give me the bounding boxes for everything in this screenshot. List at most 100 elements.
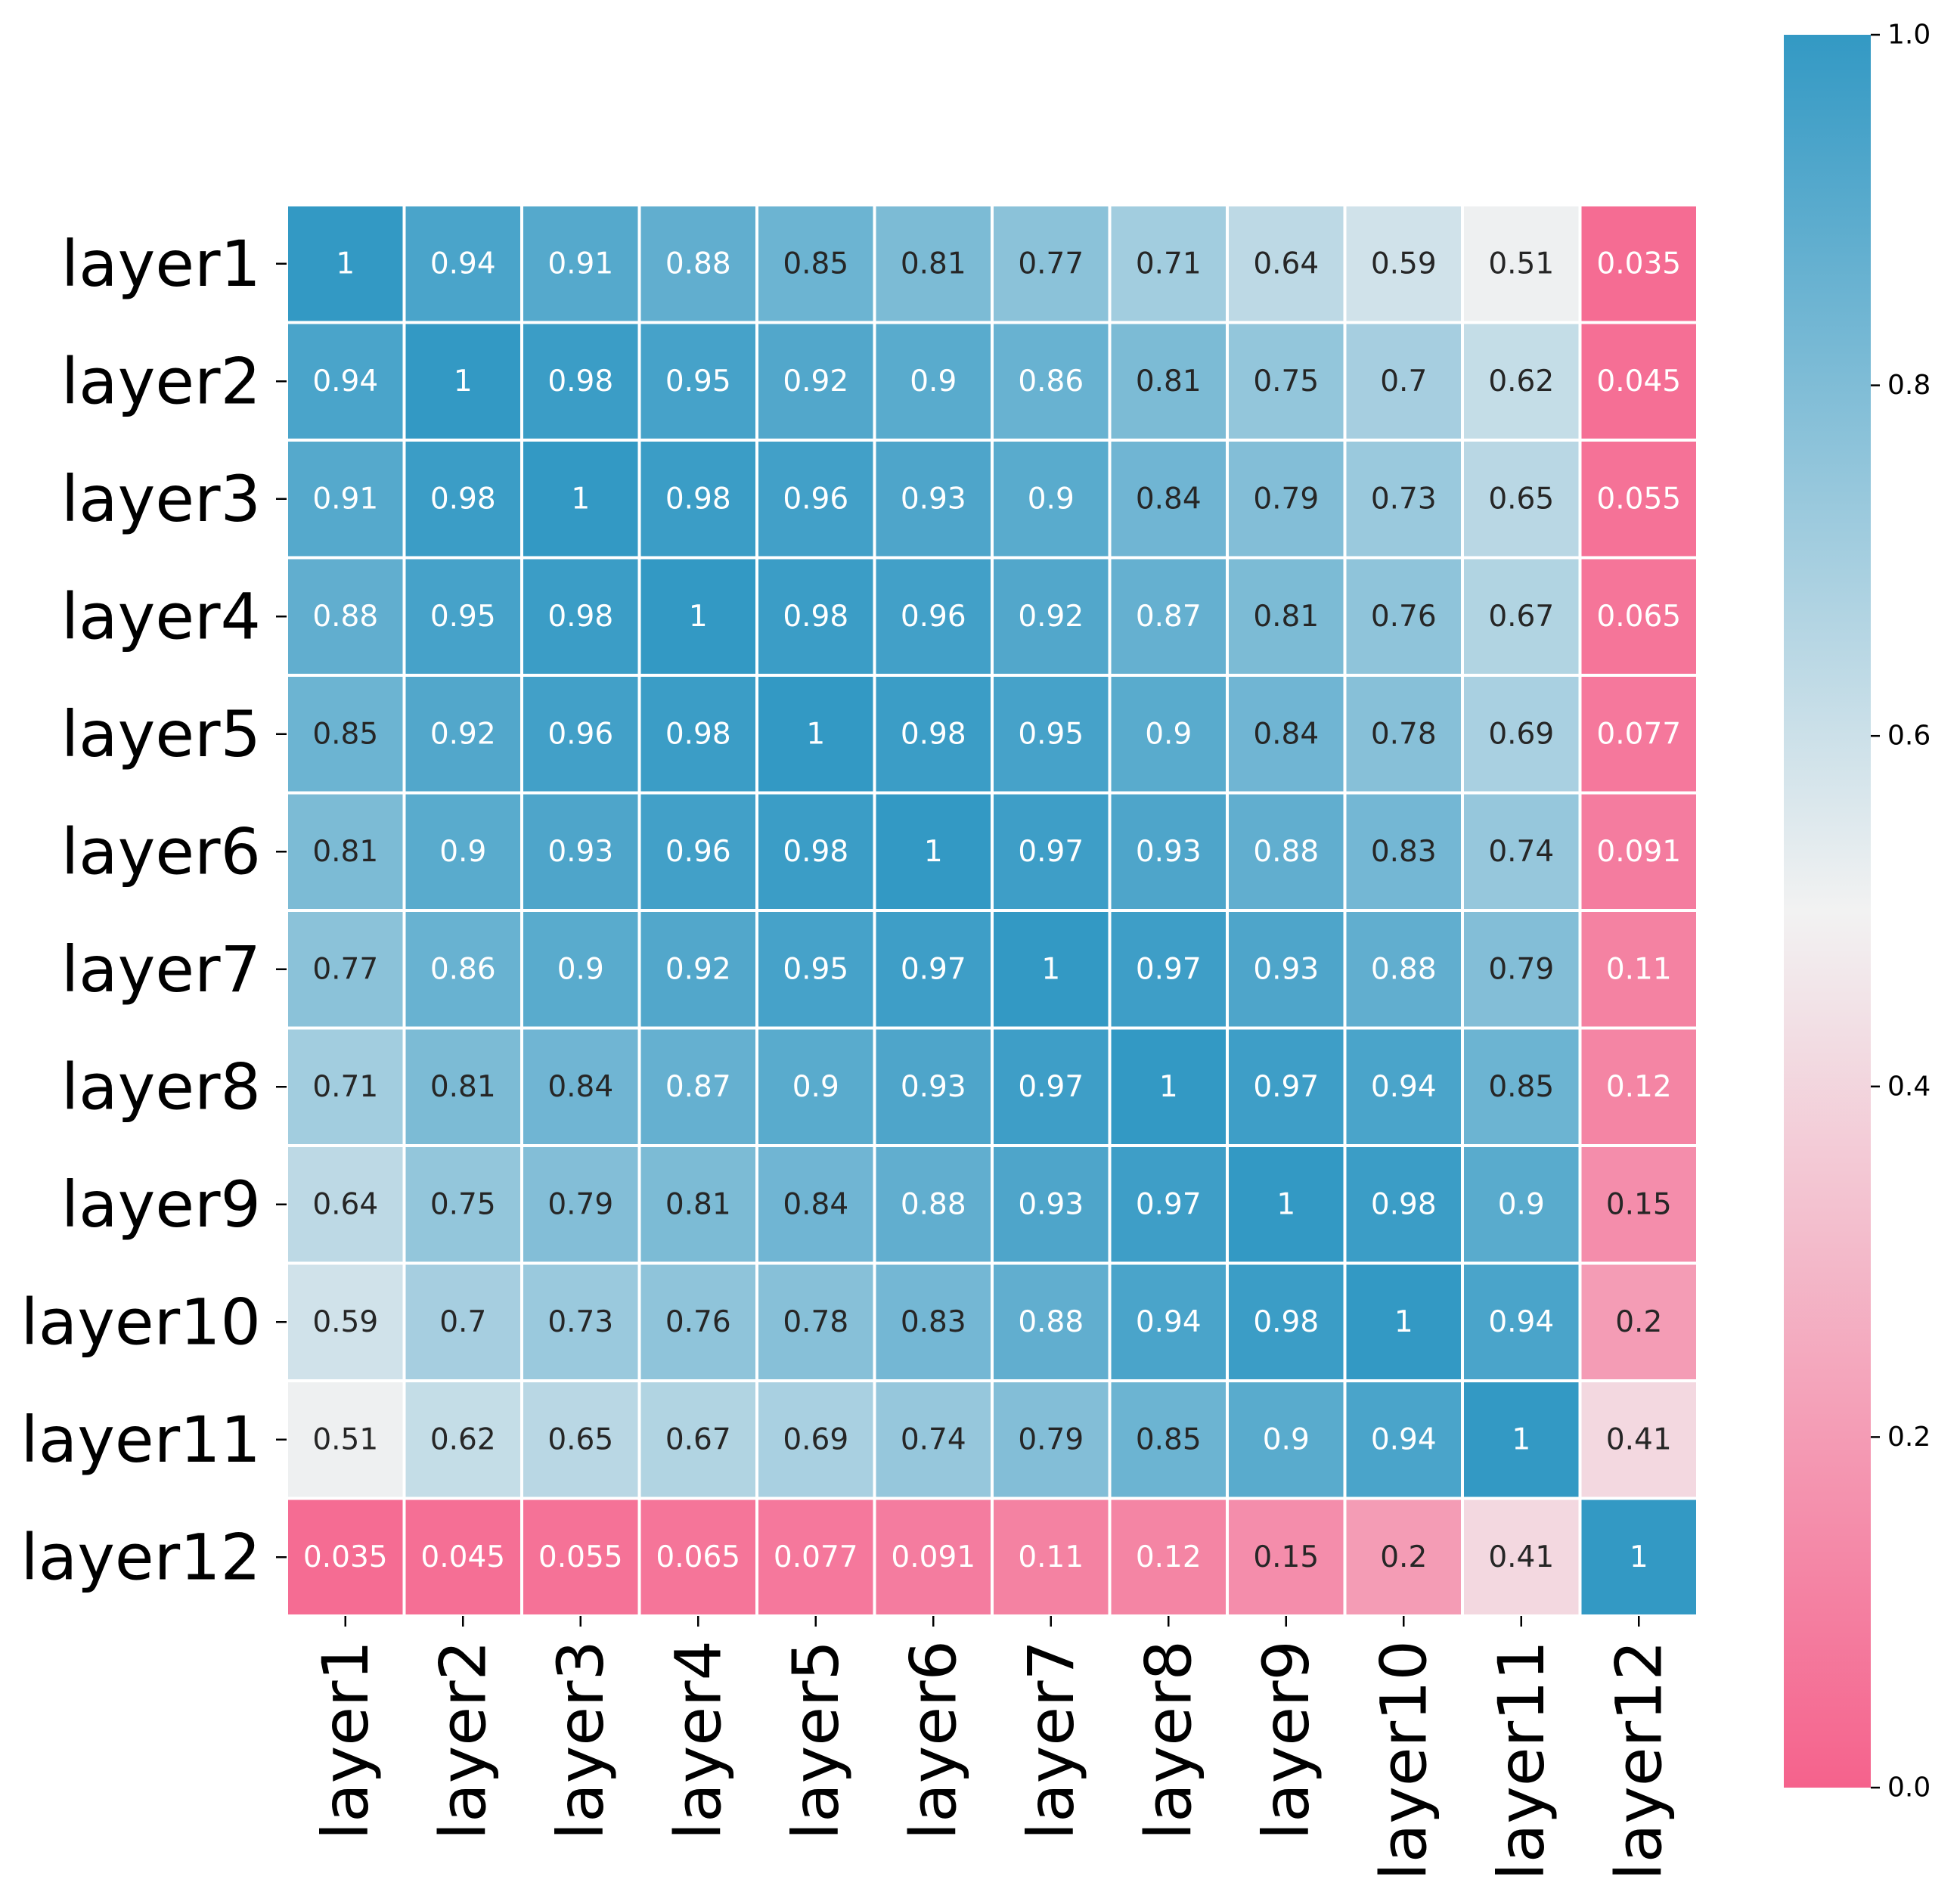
heatmap-cell xyxy=(1229,794,1344,909)
cell-value-label: 0.98 xyxy=(665,717,731,751)
cell-value-label: 0.091 xyxy=(1596,835,1681,869)
heatmap-cell xyxy=(1229,1147,1344,1262)
cell-value-label: 0.86 xyxy=(1018,364,1084,399)
heatmap-cell xyxy=(1229,206,1344,321)
heatmap-cell xyxy=(1581,1500,1696,1614)
heatmap-cell xyxy=(288,1147,403,1262)
heatmap-cell xyxy=(1464,1382,1579,1497)
heatmap-cell xyxy=(994,559,1109,674)
heatmap-cell xyxy=(758,677,873,792)
cell-value-label: 0.92 xyxy=(430,717,496,751)
heatmap-cell xyxy=(1229,559,1344,674)
cell-value-label: 0.12 xyxy=(1606,1070,1672,1104)
cell-value-label: 0.9 xyxy=(1263,1422,1310,1456)
heatmap-cell xyxy=(1346,559,1461,674)
heatmap-cell xyxy=(1581,677,1696,792)
heatmap-cell xyxy=(758,1500,873,1614)
heatmap-cell xyxy=(758,206,873,321)
heatmap-cell xyxy=(994,677,1109,792)
heatmap-cell xyxy=(405,442,520,557)
heatmap-cell xyxy=(288,206,403,321)
heatmap-cell xyxy=(758,1029,873,1144)
cell-value-label: 1 xyxy=(689,600,708,634)
cell-value-label: 1 xyxy=(1276,1187,1295,1221)
cell-value-label: 0.94 xyxy=(312,364,378,399)
cell-value-label: 1 xyxy=(1394,1305,1413,1339)
cell-value-label: 0.11 xyxy=(1018,1540,1084,1574)
heatmap-cell xyxy=(1111,1382,1226,1497)
cell-value-label: 0.92 xyxy=(783,364,848,399)
heatmap-cell xyxy=(1346,442,1461,557)
cell-value-label: 0.7 xyxy=(439,1305,486,1339)
heatmap-cell xyxy=(405,1382,520,1497)
cell-value-label: 0.88 xyxy=(1253,835,1319,869)
heatmap-cell xyxy=(1581,1382,1696,1497)
heatmap-cell xyxy=(876,442,991,557)
cell-value-label: 0.51 xyxy=(312,1422,378,1456)
cell-value-label: 0.88 xyxy=(1018,1305,1084,1339)
cell-value-label: 0.9 xyxy=(1498,1187,1545,1221)
cell-value-label: 0.74 xyxy=(1488,835,1554,869)
cell-value-label: 0.94 xyxy=(1371,1422,1437,1456)
heatmap-cell xyxy=(1581,324,1696,439)
heatmap-cell xyxy=(1229,1029,1344,1144)
heatmap-cell xyxy=(640,794,755,909)
cell-value-label: 0.75 xyxy=(1253,364,1319,399)
heatmap-cell xyxy=(1346,677,1461,792)
x-tick-label: layer5 xyxy=(779,1640,853,1840)
heatmap-cell xyxy=(1346,794,1461,909)
heatmap-cell xyxy=(523,324,638,439)
cell-value-label: 0.98 xyxy=(901,717,966,751)
cell-value-label: 0.87 xyxy=(665,1070,731,1104)
cell-value-label: 0.94 xyxy=(430,247,496,281)
cell-value-label: 0.81 xyxy=(312,835,378,869)
y-tick-label: layer12 xyxy=(20,1520,261,1594)
heatmap-cell xyxy=(758,1147,873,1262)
y-tick-label: layer10 xyxy=(20,1285,261,1359)
heatmap-cell xyxy=(523,1500,638,1614)
heatmap-cell xyxy=(523,1029,638,1144)
cell-value-label: 0.96 xyxy=(783,482,848,516)
cell-value-label: 0.79 xyxy=(547,1187,613,1221)
heatmap-cell xyxy=(640,206,755,321)
heatmap-cell xyxy=(405,677,520,792)
heatmap-cell xyxy=(1346,324,1461,439)
cell-value-label: 0.59 xyxy=(1371,247,1437,281)
heatmap-cell xyxy=(1464,206,1579,321)
heatmap-cell xyxy=(640,1264,755,1379)
cell-value-label: 0.98 xyxy=(783,600,848,634)
cell-value-label: 0.69 xyxy=(783,1422,848,1456)
cell-value-label: 0.95 xyxy=(430,600,496,634)
heatmap-cell xyxy=(523,206,638,321)
cell-value-label: 0.81 xyxy=(665,1187,731,1221)
heatmap-cell xyxy=(405,324,520,439)
heatmap-cell xyxy=(1464,794,1579,909)
cell-value-label: 0.077 xyxy=(774,1540,858,1574)
heatmap-cell xyxy=(1346,1264,1461,1379)
heatmap-cell xyxy=(640,677,755,792)
cell-value-label: 0.41 xyxy=(1488,1540,1554,1574)
x-tick-label: layer12 xyxy=(1602,1640,1676,1881)
cell-value-label: 1 xyxy=(1630,1540,1648,1574)
cell-value-label: 0.98 xyxy=(547,364,613,399)
cell-value-label: 0.98 xyxy=(783,835,848,869)
heatmap-cell xyxy=(1111,1147,1226,1262)
heatmap-cell xyxy=(758,912,873,1027)
cell-value-label: 1 xyxy=(571,482,590,516)
heatmap-cell xyxy=(994,1500,1109,1614)
cell-value-label: 0.11 xyxy=(1606,952,1672,986)
cell-value-label: 0.93 xyxy=(901,482,966,516)
cell-value-label: 0.87 xyxy=(1136,600,1202,634)
cell-value-label: 0.41 xyxy=(1606,1422,1672,1456)
colorbar-tick-label: 0.6 xyxy=(1887,721,1931,752)
heatmap-cell xyxy=(523,794,638,909)
cell-value-label: 0.9 xyxy=(557,952,604,986)
cell-value-label: 0.85 xyxy=(1488,1070,1554,1104)
x-tick-label: layer11 xyxy=(1484,1640,1558,1881)
heatmap-cell xyxy=(758,1264,873,1379)
heatmap-cell xyxy=(288,677,403,792)
cell-value-label: 0.83 xyxy=(1371,835,1437,869)
heatmap-cell xyxy=(1581,206,1696,321)
cell-value-label: 0.2 xyxy=(1615,1305,1662,1339)
cell-value-label: 0.95 xyxy=(1018,717,1084,751)
